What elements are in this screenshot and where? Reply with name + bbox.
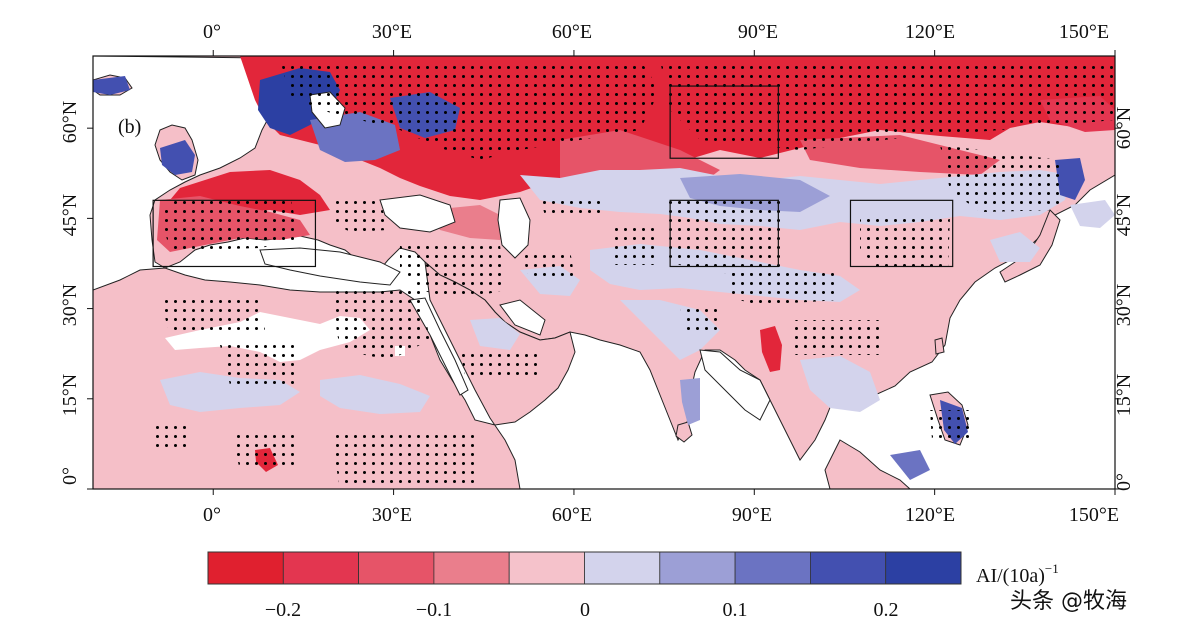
study-box — [849, 199, 954, 268]
bottom-lon-label: 30°E — [372, 504, 412, 526]
top-lon-label: 150°E — [1059, 21, 1109, 43]
bottom-lon-labels: 0° 30°E 60°E 90°E 120°E 150°E — [203, 504, 1119, 526]
top-lon-label: 30°E — [372, 21, 412, 43]
colorbar-cell — [508, 551, 585, 585]
right-lat-labels: 0° 15°N 30°N 45°N 60°N — [1113, 107, 1135, 491]
right-lat-label: 0° — [1113, 473, 1135, 491]
left-lat-labels: 0° 15°N 30°N 45°N 60°N — [59, 101, 81, 485]
left-lat-label: 15°N — [59, 374, 81, 416]
colorbar-cell — [282, 551, 359, 585]
top-lon-label: 120°E — [905, 21, 955, 43]
colorbar-cell — [433, 551, 510, 585]
map-area — [93, 56, 1115, 489]
bottom-lon-label: 120°E — [905, 504, 955, 526]
right-lat-label: 60°N — [1113, 107, 1135, 149]
colorbar-cell — [885, 551, 962, 585]
top-lon-label: 90°E — [738, 21, 778, 43]
left-lat-label: 45°N — [59, 194, 81, 236]
significance-stipple — [150, 60, 1115, 489]
colorbar-tick-labels: −0.2 −0.1 0 0.1 0.2 — [265, 599, 899, 621]
bottom-lon-label: 90°E — [732, 504, 772, 526]
right-lat-label: 30°N — [1113, 284, 1135, 326]
study-box — [669, 199, 779, 268]
colorbar-frame — [207, 551, 962, 585]
colorbar-unit-exponent: −1 — [1045, 561, 1059, 576]
colorbar: −0.2 −0.1 0 0.1 0.2 AI/(10a)−1 — [207, 551, 1059, 621]
left-lat-label: 0° — [59, 467, 81, 485]
colorbar-cells — [207, 551, 962, 585]
colorbar-tick-label: −0.1 — [416, 599, 452, 621]
colorbar-unit-label: AI/(10a)−1 — [976, 561, 1059, 587]
colorbar-tick-label: −0.2 — [265, 599, 301, 621]
colorbar-cell — [358, 551, 435, 585]
bottom-lon-label: 0° — [203, 504, 221, 526]
axis-ticks — [87, 50, 1121, 495]
map-frame — [92, 55, 1116, 490]
colorbar-cell — [810, 551, 887, 585]
right-lat-label: 15°N — [1113, 374, 1135, 416]
watermark: 头条 @牧海 — [1010, 589, 1127, 614]
colorbar-tick-label: 0.1 — [723, 599, 748, 621]
study-box — [152, 199, 317, 268]
study-box — [669, 85, 779, 159]
colorbar-unit-base: AI/(10a) — [976, 565, 1045, 587]
top-lon-label: 60°E — [552, 21, 592, 43]
panel-label: (b) — [118, 116, 141, 138]
right-lat-label: 45°N — [1113, 194, 1135, 236]
colorbar-cell — [734, 551, 811, 585]
bottom-lon-label: 60°E — [552, 504, 592, 526]
colorbar-tick-label: 0 — [580, 599, 590, 621]
colorbar-cell — [207, 551, 284, 585]
bottom-lon-label: 150°E — [1069, 504, 1119, 526]
top-lon-label: 0° — [203, 21, 221, 43]
colorbar-tick-label: 0.2 — [874, 599, 899, 621]
left-lat-label: 30°N — [59, 284, 81, 326]
study-boxes — [152, 85, 954, 268]
top-lon-labels: 0° 30°E 60°E 90°E 120°E 150°E — [203, 21, 1109, 43]
colorbar-cell — [659, 551, 736, 585]
colorbar-cell — [584, 551, 661, 585]
left-lat-label: 60°N — [59, 101, 81, 143]
